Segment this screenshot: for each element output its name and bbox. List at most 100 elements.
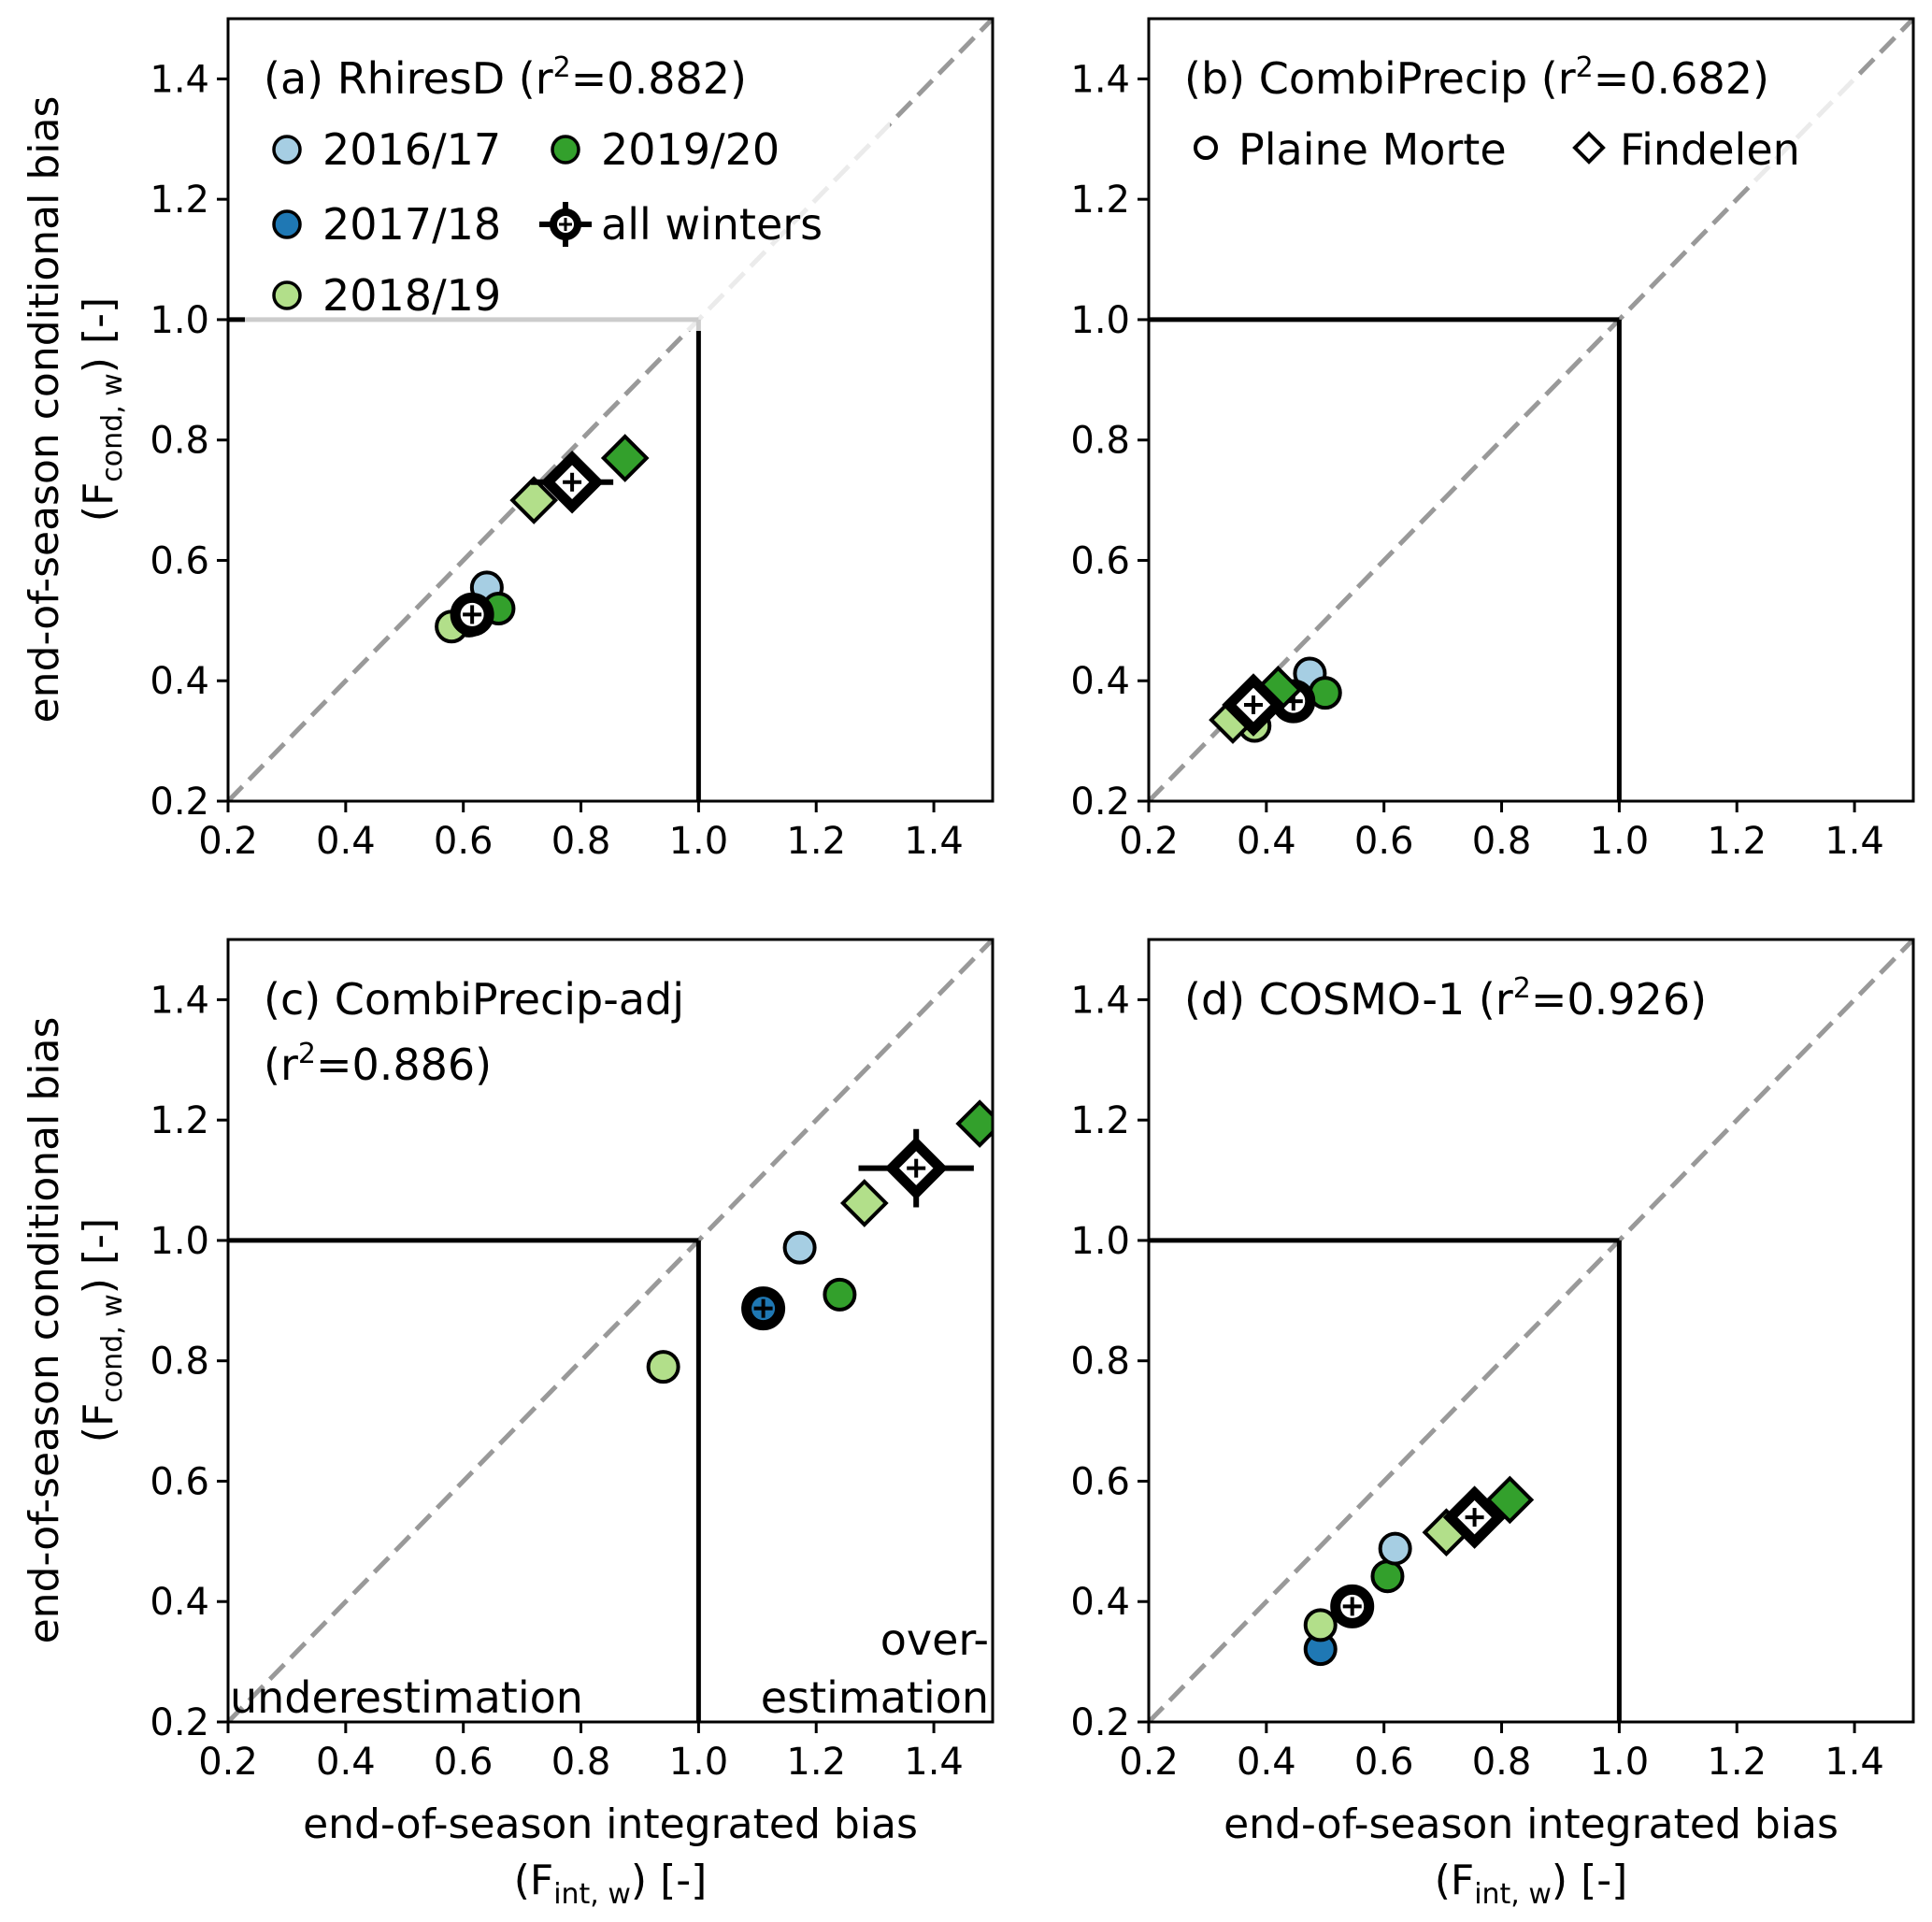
point-2016-17-plaine-morte: [1378, 1531, 1412, 1566]
x-tick-label: 0.6: [1354, 1741, 1414, 1784]
y-tick-label: 1.2: [150, 1099, 209, 1142]
y-tick-label: 0.8: [1070, 1341, 1130, 1384]
title-text: (c) CombiPrecip-adj: [264, 974, 684, 1025]
legend-label: 2018/19: [322, 270, 501, 321]
x-tick-label: 1.4: [904, 820, 964, 863]
y-tick-label: 1.0: [1070, 299, 1130, 342]
y-tick-label: 0.2: [150, 1701, 209, 1744]
panel-b: 0.2 0.4 0.6 0.8 1.0 1.2 1.4 0.2 0.4 0.6 0.8 1.0 1.2 1…: [1070, 17, 1915, 863]
x-tick-label: 0.6: [434, 1741, 494, 1784]
errorbar-findelen-all-winters: [858, 1128, 974, 1208]
point-2018-19-findelen: [839, 1179, 889, 1227]
plot-frame: [226, 938, 995, 1724]
x-tick-label: 1.2: [786, 820, 846, 863]
point-2018-19-plaine-morte: [1303, 1608, 1338, 1642]
panel-title: (b) CombiPrecip (r2=0.682): [1184, 51, 1769, 104]
x-tick-label: 0.2: [1119, 1741, 1179, 1784]
x-tick-label: 1.4: [1825, 820, 1884, 863]
errorbar-findelen-all-winters: [1442, 1485, 1507, 1549]
y-axis-label-line2: (Fcond, w) [-]: [75, 297, 129, 522]
panel-a: 0.2 0.4 0.6 0.8 1.0 1.2 1.4 0.2 0.4 0.6 0.8 1.0 1.2 1…: [150, 17, 995, 863]
y-tick-label: 1.2: [1070, 1099, 1130, 1142]
legend-label-plaine-morte: Plaine Morte: [1238, 124, 1507, 175]
y-tick-label: 0.6: [1070, 1460, 1130, 1503]
plot-frame: [1147, 938, 1915, 1724]
legend-item-2017-18: 2017/18: [272, 199, 501, 250]
y-tick-label: 0.8: [150, 1341, 209, 1384]
plot-frame: [226, 17, 995, 803]
plot-content: [228, 939, 993, 1722]
x-tick-label: 0.2: [198, 1741, 258, 1784]
x-tick-label: 0.8: [551, 820, 611, 863]
legend-label: 2016/17: [322, 124, 501, 175]
x-tick-label: 0.8: [1472, 1741, 1532, 1784]
y-tick-label: 1.0: [150, 299, 209, 342]
errorbar-plaine-morte-all-winters: [1330, 1584, 1375, 1628]
legend-item-all-winters: all winters: [539, 199, 823, 250]
legend-circle-icon: [272, 209, 302, 239]
y-tick-label: 0.6: [150, 1460, 209, 1503]
plot-content: [228, 19, 993, 801]
y-tick-label: 0.4: [1070, 1581, 1130, 1624]
overestimation-label-line1: over-: [880, 1614, 989, 1665]
x-axis-label-line2: (Fint, w) [-]: [514, 1857, 708, 1911]
y-tick-label: 0.8: [150, 420, 209, 463]
panel-d: 0.2 0.4 0.6 0.8 1.0 1.2 1.4 0.2 0.4 0.6 0.8 1.0 1.2 1…: [1070, 938, 1915, 1784]
legend-label: 2017/18: [322, 199, 501, 250]
y-tick-label: 0.4: [150, 1581, 209, 1624]
y-axis-label-top: end-of-season conditional bias (Fcond, w…: [21, 96, 129, 724]
errorbar-plaine-morte-all-winters: [450, 592, 494, 637]
x-tick-label: 0.8: [551, 1741, 611, 1784]
x-axis-label-line1: end-of-season integrated bias: [303, 1800, 918, 1848]
point-2016-17-plaine-morte: [782, 1230, 817, 1265]
x-axis-label-left: end-of-season integrated bias (Fint, w) …: [303, 1800, 918, 1911]
y-tick-label: 0.8: [1070, 420, 1130, 463]
panel-c: 0.2 0.4 0.6 0.8 1.0 1.2 1.4 0.2 0.4 0.6 0.8 1.0 1.2 1…: [150, 938, 995, 1784]
x-tick-label: 1.0: [1590, 820, 1650, 863]
legend-circle-icon: [272, 280, 302, 310]
legend-background: [245, 34, 890, 331]
y-axis-label-line1: end-of-season conditional bias: [21, 96, 68, 724]
x-tick-label: 1.0: [669, 820, 729, 863]
panel-title-line2: (r2=0.886): [264, 1038, 492, 1090]
y-tick-label: 0.6: [150, 539, 209, 582]
underestimation-label: underestimation: [230, 1672, 583, 1723]
panel-title: (c) CombiPrecip-adj: [264, 974, 684, 1025]
plot-content: [1149, 19, 1913, 801]
x-tick-label: 1.2: [786, 1741, 846, 1784]
y-tick-label: 1.4: [150, 979, 209, 1022]
y-tick-label: 0.4: [150, 660, 209, 703]
one-to-one-line: [1149, 939, 1913, 1722]
point-2019-20-plaine-morte: [823, 1277, 857, 1312]
legend-background: [1166, 34, 1857, 183]
point-2018-19-findelen: [509, 476, 559, 524]
errorbar-plaine-morte-all-winters: [741, 1286, 786, 1331]
point-2019-20-plaine-morte: [1370, 1559, 1405, 1594]
one-to-one-line: [228, 939, 993, 1722]
point-2019-20-findelen: [955, 1099, 993, 1148]
y-tick-label: 1.0: [1070, 1220, 1130, 1263]
x-tick-label: 0.2: [198, 820, 258, 863]
point-2018-19-plaine-morte: [646, 1350, 680, 1384]
legend: Plaine Morte Findelen: [1194, 124, 1800, 175]
y-tick-label: 1.0: [150, 1220, 209, 1263]
y-tick-label: 1.4: [1070, 979, 1130, 1022]
x-axis-label-line2: (Fint, w) [-]: [1435, 1857, 1628, 1911]
y-axis-label-bottom: end-of-season conditional bias (Fcond, w…: [21, 1017, 129, 1644]
legend-item-2019-20: 2019/20: [551, 124, 780, 175]
title-text: (a) RhiresD (r: [264, 53, 553, 104]
plot-frame: [1147, 17, 1915, 803]
errorbar-findelen-all-winters: [531, 450, 614, 514]
errorbar-findelen-all-winters: [1222, 673, 1285, 737]
legend-circle-icon: [272, 135, 302, 165]
title-text: (b) CombiPrecip (r: [1184, 53, 1576, 104]
x-tick-label: 0.4: [316, 820, 376, 863]
x-axis-label-line1: end-of-season integrated bias: [1224, 1800, 1839, 1848]
x-tick-label: 1.2: [1707, 820, 1767, 863]
y-axis-label-line2: (Fcond, w) [-]: [75, 1218, 129, 1442]
x-tick-label: 1.4: [1825, 1741, 1884, 1784]
y-tick-label: 0.2: [1070, 1701, 1130, 1744]
title-text: (d) COSMO-1 (r: [1184, 974, 1513, 1025]
x-tick-label: 1.0: [1590, 1741, 1650, 1784]
